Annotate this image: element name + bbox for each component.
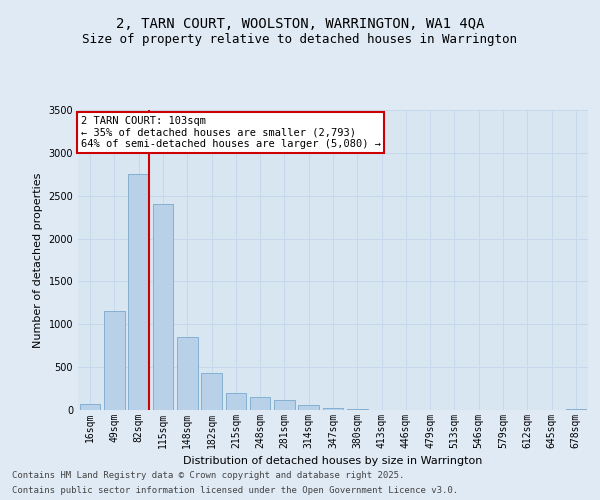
Bar (152, 204, 173, 410)
Text: Contains public sector information licensed under the Open Government Licence v3: Contains public sector information licen… (12, 486, 458, 495)
Bar (128, 174, 149, 410)
Bar (201, 373, 222, 410)
Bar (104, 312, 125, 410)
Bar (177, 337, 197, 410)
Text: Size of property relative to detached houses in Warrington: Size of property relative to detached ho… (83, 32, 517, 46)
Bar (566, 409, 586, 410)
Y-axis label: Number of detached properties: Number of detached properties (33, 172, 43, 348)
Bar (298, 405, 319, 410)
Text: 2 TARN COURT: 103sqm
← 35% of detached houses are smaller (2,793)
64% of semi-de: 2 TARN COURT: 103sqm ← 35% of detached h… (80, 116, 380, 149)
Text: 2, TARN COURT, WOOLSTON, WARRINGTON, WA1 4QA: 2, TARN COURT, WOOLSTON, WARRINGTON, WA1… (116, 18, 484, 32)
Bar (226, 393, 246, 410)
Bar (323, 408, 343, 410)
Text: Contains HM Land Registry data © Crown copyright and database right 2025.: Contains HM Land Registry data © Crown c… (12, 471, 404, 480)
X-axis label: Distribution of detached houses by size in Warrington: Distribution of detached houses by size … (184, 456, 482, 466)
Bar (274, 400, 295, 410)
Bar (347, 409, 368, 410)
Bar (80, 404, 100, 410)
Bar (250, 396, 271, 410)
